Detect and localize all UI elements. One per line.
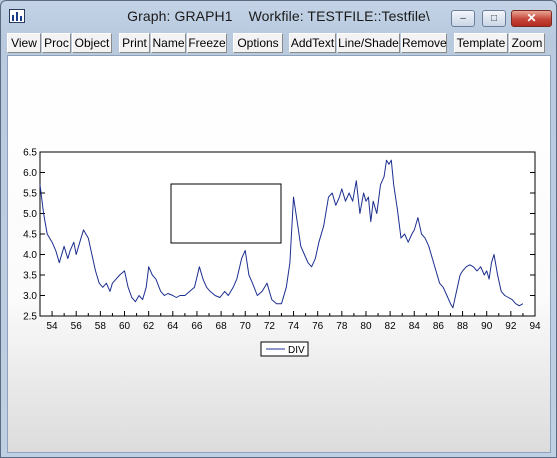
y-tick-label: 6.5	[23, 148, 37, 159]
x-tick-label: 78	[336, 321, 348, 332]
x-tick-label: 56	[71, 321, 83, 332]
x-tick-label: 70	[240, 321, 252, 332]
options-button[interactable]: Options	[233, 33, 283, 53]
print-button[interactable]: Print	[119, 33, 150, 53]
x-tick-label: 76	[312, 321, 324, 332]
y-tick-label: 3.5	[23, 271, 37, 282]
graph-area[interactable]: 6.5 6.0 5.5 5.0 4.5 4.0 3.5 3.0 2.5 54 56 58 60 62 64…	[7, 55, 551, 453]
x-tick-label: 80	[360, 321, 372, 332]
series-line-div	[39, 159, 524, 309]
name-button[interactable]: Name	[151, 33, 186, 53]
title-bar[interactable]: Graph: GRAPH1 Workfile: TESTFILE::Testfi…	[1, 1, 556, 31]
x-tick-label: 92	[505, 321, 517, 332]
object-button[interactable]: Object	[72, 33, 112, 53]
chart-app-icon	[9, 9, 25, 23]
x-tick-label: 88	[457, 321, 469, 332]
legend-label: DIV	[288, 345, 305, 356]
addtext-button[interactable]: AddText	[289, 33, 336, 53]
x-tick-label: 60	[119, 321, 131, 332]
y-tick-label: 6.0	[23, 168, 37, 179]
x-tick-label: 86	[433, 321, 445, 332]
zoom-button[interactable]: Zoom	[509, 33, 545, 53]
freeze-button[interactable]: Freeze	[187, 33, 227, 53]
x-tick-label: 66	[191, 321, 203, 332]
window-title: Graph: GRAPH1 Workfile: TESTFILE::Testfi…	[127, 8, 430, 24]
div-line-chart: 6.5 6.0 5.5 5.0 4.5 4.0 3.5 3.0 2.5 54 56 58 60 62 64…	[23, 148, 541, 357]
graph-toolbar: View Proc Object Print Name Freeze Optio…	[7, 33, 550, 53]
x-tick-label: 64	[167, 321, 179, 332]
line-shade-button[interactable]: Line/Shade	[337, 33, 400, 53]
proc-button[interactable]: Proc	[42, 33, 71, 53]
text-box-annotation[interactable]	[170, 183, 282, 244]
x-tick-label: 84	[409, 321, 421, 332]
y-tick-label: 5.0	[23, 209, 37, 220]
y-tick-label: 3.0	[23, 291, 37, 302]
y-tick-label: 4.0	[23, 250, 37, 261]
x-tick-label: 74	[288, 321, 300, 332]
x-tick-label: 62	[143, 321, 155, 332]
x-tick-label: 94	[529, 321, 541, 332]
minimize-button[interactable]: –	[451, 10, 475, 27]
x-tick-label: 82	[385, 321, 397, 332]
x-tick-label: 68	[216, 321, 228, 332]
x-tick-label: 90	[481, 321, 493, 332]
x-tick-label: 54	[47, 321, 59, 332]
view-button[interactable]: View	[7, 33, 41, 53]
plot-frame	[39, 151, 536, 317]
x-tick-label: 58	[95, 321, 107, 332]
y-tick-label: 2.5	[23, 312, 37, 323]
maximize-button[interactable]: □	[482, 10, 506, 27]
close-button[interactable]: ✕	[511, 10, 552, 27]
remove-button[interactable]: Remove	[401, 33, 447, 53]
x-tick-label: 72	[264, 321, 276, 332]
y-tick-label: 5.5	[23, 189, 37, 200]
template-button[interactable]: Template	[454, 33, 508, 53]
y-tick-label: 4.5	[23, 230, 37, 241]
